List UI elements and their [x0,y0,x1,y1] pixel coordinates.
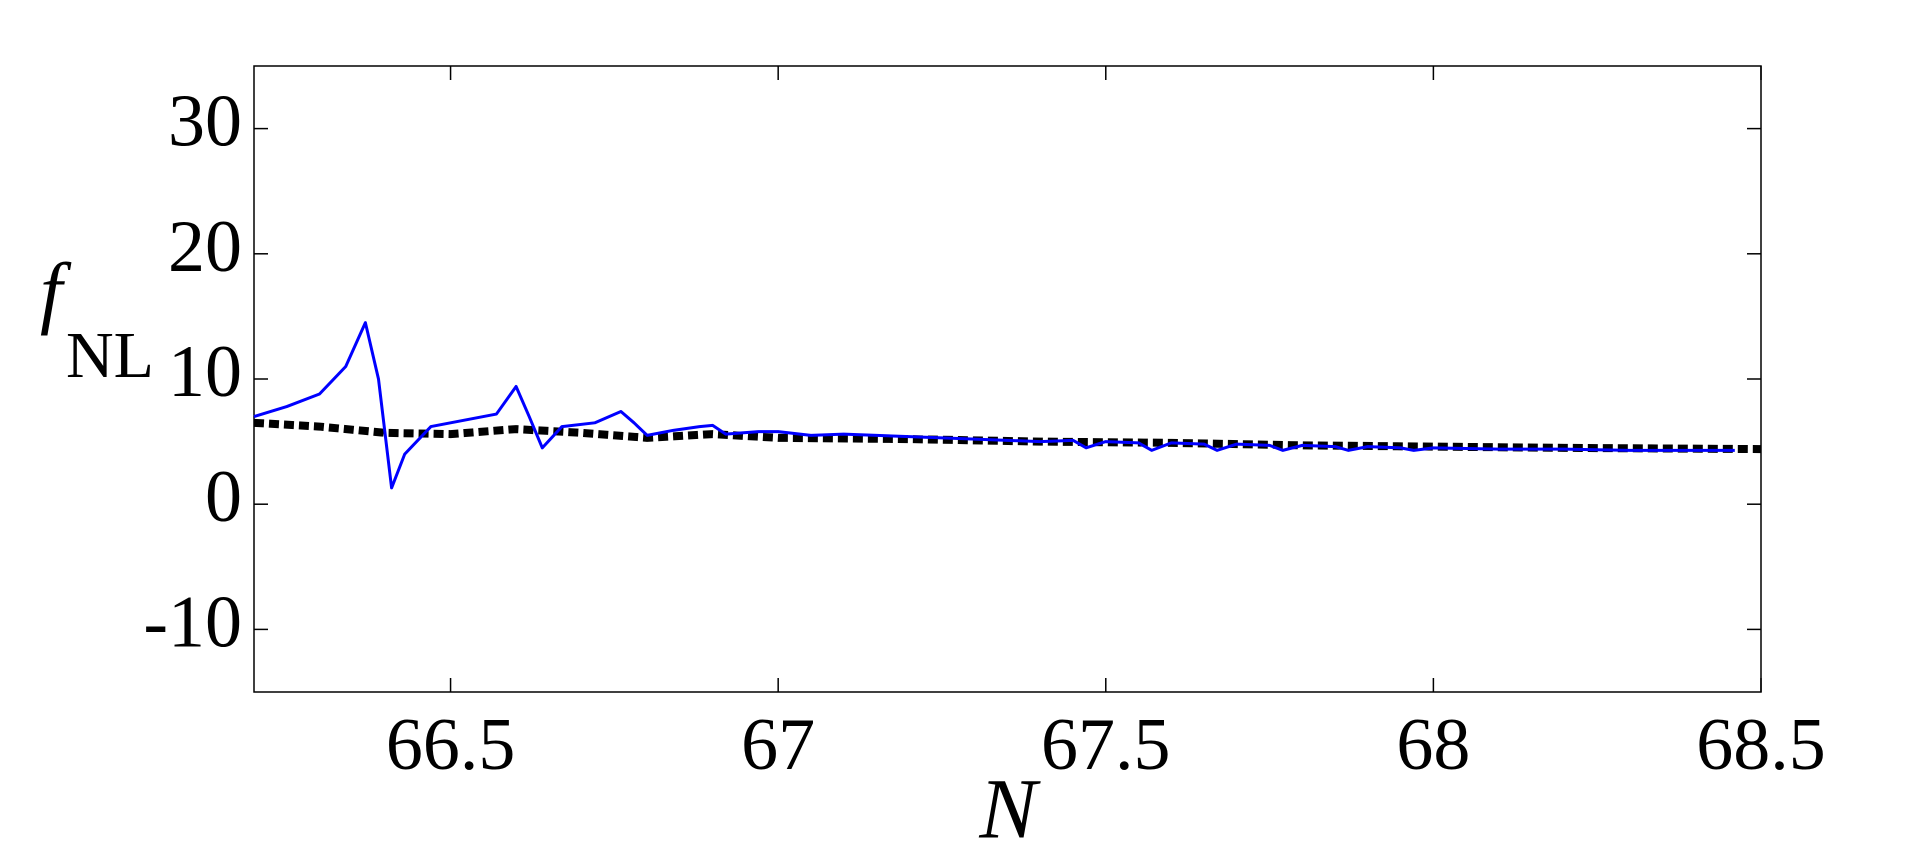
plot-frame [253,65,1762,693]
x-axis-label: N [978,761,1041,857]
y-tick-label: 0 [205,456,242,538]
y-tick-label: -10 [143,581,242,663]
x-tick-label: 68 [1396,704,1470,786]
y-axis-label-subscript: NL [66,319,154,392]
y-tick-label: 20 [168,206,242,288]
x-tick-label: 66.5 [386,704,516,786]
x-tick-label: 67 [741,704,815,786]
y-tick-label: 10 [168,331,242,413]
x-tick-label: 67.5 [1041,704,1171,786]
x-tick-label: 68.5 [1696,704,1826,786]
series-line [253,321,1735,490]
y-tick-label: 30 [168,81,242,163]
series-line [253,418,1762,454]
